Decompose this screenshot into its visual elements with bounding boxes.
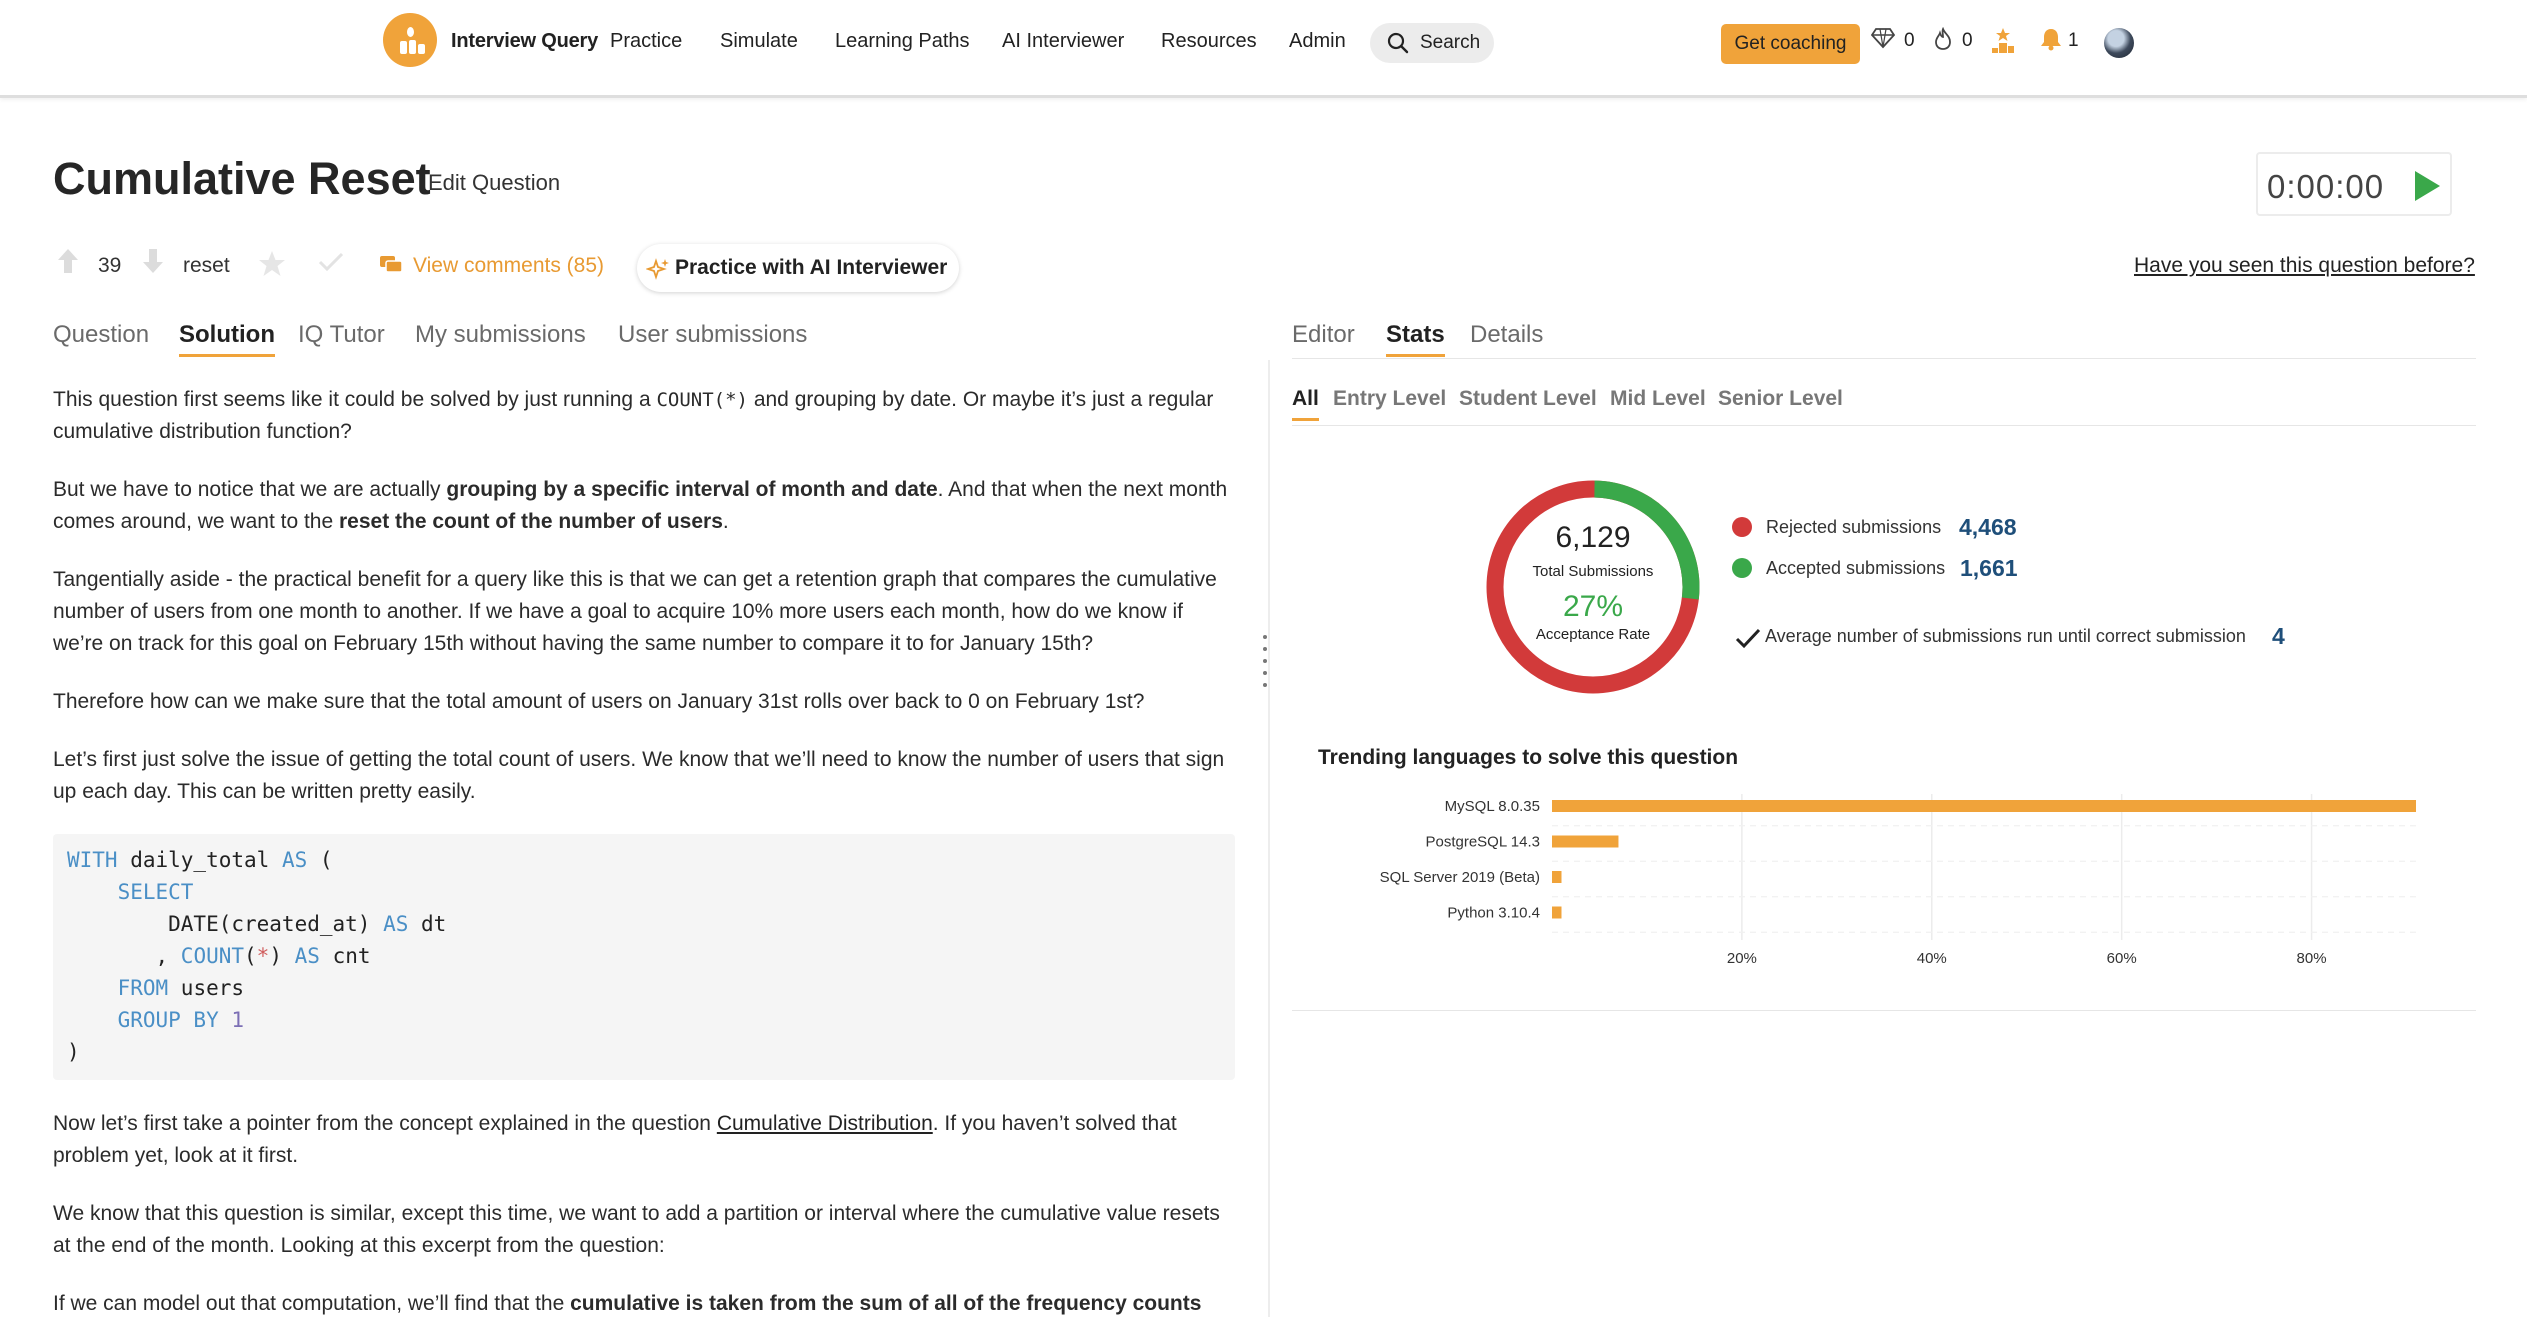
nav-ai-interviewer[interactable]: AI Interviewer <box>1002 30 1125 52</box>
streak-count: 0 <box>1962 30 1973 51</box>
pane-divider <box>1268 360 1270 1317</box>
solution-paragraph: Tangentially aside - the practical benef… <box>53 568 1217 655</box>
tab-details[interactable]: Details <box>1470 321 1544 348</box>
inline-code: COUNT(*) <box>656 389 748 411</box>
solution-paragraph: Now let’s first take a pointer from the … <box>53 1112 1177 1167</box>
chart-category-label: PostgreSQL 14.3 <box>1425 834 1540 851</box>
comments-icon[interactable] <box>379 255 403 275</box>
get-coaching-button[interactable]: Get coaching <box>1721 24 1860 64</box>
accepted-label: Accepted submissions <box>1766 558 1946 578</box>
top-nav: Interview Query Practice Simulate Learni… <box>0 0 2527 98</box>
nav-simulate[interactable]: Simulate <box>720 30 798 52</box>
solution-content: This question first seems like it could … <box>53 384 1235 1317</box>
tab-my-submissions[interactable]: My submissions <box>415 321 586 348</box>
rejected-value: 4,468 <box>1959 514 2017 540</box>
practice-ai-button[interactable]: Practice with AI Interviewer <box>637 244 959 292</box>
notification-count: 1 <box>2068 30 2079 51</box>
tab-editor[interactable]: Editor <box>1292 321 1355 348</box>
tab-solution[interactable]: Solution <box>179 321 275 357</box>
levels-divider <box>1292 425 2476 426</box>
submissions-donut <box>1486 480 1700 694</box>
code-block[interactable]: WITH daily_total AS ( SELECT DATE(create… <box>53 834 1235 1080</box>
avg-submissions-label: Average number of submissions run until … <box>1765 626 2246 646</box>
flame-icon[interactable] <box>1933 27 1953 51</box>
view-comments-link[interactable]: View comments (85) <box>413 254 605 277</box>
level-entry[interactable]: Entry Level <box>1333 387 1447 410</box>
gem-count: 0 <box>1904 30 1915 51</box>
solution-paragraph: We know that this question is similar, e… <box>53 1202 1220 1257</box>
timer: 0:00:00 <box>2256 152 2452 216</box>
chart-x-tick-label: 40% <box>1917 950 1947 967</box>
search-icon <box>1387 32 1409 54</box>
level-senior[interactable]: Senior Level <box>1718 387 1843 410</box>
nav-practice[interactable]: Practice <box>610 30 683 52</box>
accepted-value: 1,661 <box>1960 555 2018 581</box>
rejected-label: Rejected submissions <box>1766 517 1942 537</box>
tab-question[interactable]: Question <box>53 321 150 348</box>
solution-paragraph: This question first seems like it could … <box>53 388 1214 443</box>
tabs-divider <box>1292 358 2476 359</box>
solution-paragraph: Therefore how can we make sure that the … <box>53 690 1145 713</box>
trending-languages-chart: 20% 40% 60% 80% MySQL 8.0.35 PostgreSQL 14.3 S… <box>1380 794 2416 967</box>
avatar[interactable] <box>2104 28 2134 58</box>
trending-title: Trending languages to solve this questio… <box>1318 746 1739 769</box>
donut-accepted-arc <box>1486 480 1700 694</box>
solution-paragraph: Let’s first just solve the issue of gett… <box>53 748 1225 803</box>
nav-admin[interactable]: Admin <box>1289 30 1346 52</box>
downvote-icon[interactable] <box>142 248 164 274</box>
total-submissions-label: Total Submissions <box>1532 563 1654 580</box>
star-icon[interactable] <box>258 250 286 277</box>
question-tag[interactable]: reset <box>183 254 230 277</box>
question-title: Cumulative Reset <box>53 153 431 204</box>
rejected-dot <box>1732 517 1752 537</box>
upvote-icon[interactable] <box>57 248 79 274</box>
checkmark-icon <box>1735 628 1761 649</box>
check-icon[interactable] <box>318 252 344 272</box>
play-icon[interactable] <box>2415 171 2440 201</box>
chart-bar <box>1552 835 1619 848</box>
solution-paragraph: If we can model out that computation, we… <box>53 1292 1202 1315</box>
tab-user-submissions[interactable]: User submissions <box>618 321 808 348</box>
edit-question-link[interactable]: Edit Question <box>428 170 561 195</box>
chart-x-tick-label: 20% <box>1727 950 1757 967</box>
tab-stats[interactable]: Stats <box>1386 321 1445 357</box>
acceptance-rate-label: Acceptance Rate <box>1535 626 1651 643</box>
chart-bar <box>1552 906 1562 919</box>
seen-before-link[interactable]: Have you seen this question before? <box>2134 254 2475 277</box>
chart-category-label: SQL Server 2019 (Beta) <box>1380 869 1540 886</box>
logo-icon[interactable] <box>383 13 437 67</box>
chart-x-tick-label: 60% <box>2107 950 2137 967</box>
nav-learning-paths[interactable]: Learning Paths <box>835 30 970 52</box>
accepted-dot <box>1732 558 1752 578</box>
search-button[interactable]: Search <box>1370 23 1494 63</box>
timer-value: 0:00:00 <box>2267 168 2385 205</box>
vote-count: 39 <box>98 254 122 277</box>
level-student[interactable]: Student Level <box>1459 387 1597 410</box>
sparkle-icon <box>646 258 669 280</box>
chart-category-label: MySQL 8.0.35 <box>1445 798 1540 815</box>
resize-handle[interactable] <box>1262 633 1268 693</box>
nav-resources[interactable]: Resources <box>1161 30 1257 52</box>
chart-bar <box>1552 871 1562 883</box>
stats-bottom-divider <box>1292 1010 2476 1011</box>
chart-x-tick-label: 80% <box>2297 950 2327 967</box>
solution-paragraph: But we have to notice that we are actual… <box>53 478 1228 533</box>
brand-name[interactable]: Interview Query <box>451 30 599 52</box>
chart-category-label: Python 3.10.4 <box>1447 905 1540 922</box>
rank-icon[interactable] <box>1990 27 2016 55</box>
cumulative-distribution-link[interactable]: Cumulative Distribution <box>716 1112 933 1135</box>
practice-ai-label: Practice with AI Interviewer <box>675 256 948 279</box>
level-mid[interactable]: Mid Level <box>1610 387 1706 410</box>
chart-bar <box>1552 800 2416 812</box>
search-label: Search <box>1420 32 1481 53</box>
bell-icon[interactable] <box>2040 27 2062 51</box>
total-submissions-value: 6,129 <box>1555 521 1631 554</box>
avg-submissions-value: 4 <box>2272 623 2285 649</box>
tab-iq-tutor[interactable]: IQ Tutor <box>298 321 385 348</box>
acceptance-rate-value: 27% <box>1562 590 1624 623</box>
diamond-icon[interactable] <box>1871 27 1895 49</box>
level-all[interactable]: All <box>1292 387 1319 421</box>
